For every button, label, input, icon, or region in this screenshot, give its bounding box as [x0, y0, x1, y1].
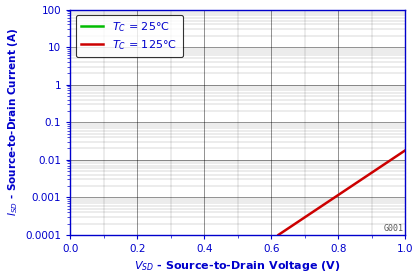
Y-axis label: $I_{SD}$ - Source-to-Drain Current (A): $I_{SD}$ - Source-to-Drain Current (A)	[5, 28, 20, 216]
$T_C$ = 125°C	[361, 176, 366, 180]
$T_C$ = 125°C	[403, 149, 408, 152]
X-axis label: $V_{SD}$ - Source-to-Drain Voltage (V): $V_{SD}$ - Source-to-Drain Voltage (V)	[134, 259, 341, 273]
Line: $T_C$ = 125°C: $T_C$ = 125°C	[279, 150, 405, 235]
$T_C$ = 125°C	[280, 230, 285, 234]
$T_C$ = 125°C	[278, 232, 283, 235]
Text: G001: G001	[383, 223, 403, 233]
$T_C$ = 125°C	[276, 233, 281, 237]
$T_C$ = 125°C	[401, 150, 406, 153]
Legend: $T_C$ = 25°C, $T_C$ = 125°C: $T_C$ = 25°C, $T_C$ = 125°C	[76, 15, 183, 57]
$T_C$ = 125°C	[375, 167, 380, 171]
$T_C$ = 125°C	[393, 155, 398, 158]
